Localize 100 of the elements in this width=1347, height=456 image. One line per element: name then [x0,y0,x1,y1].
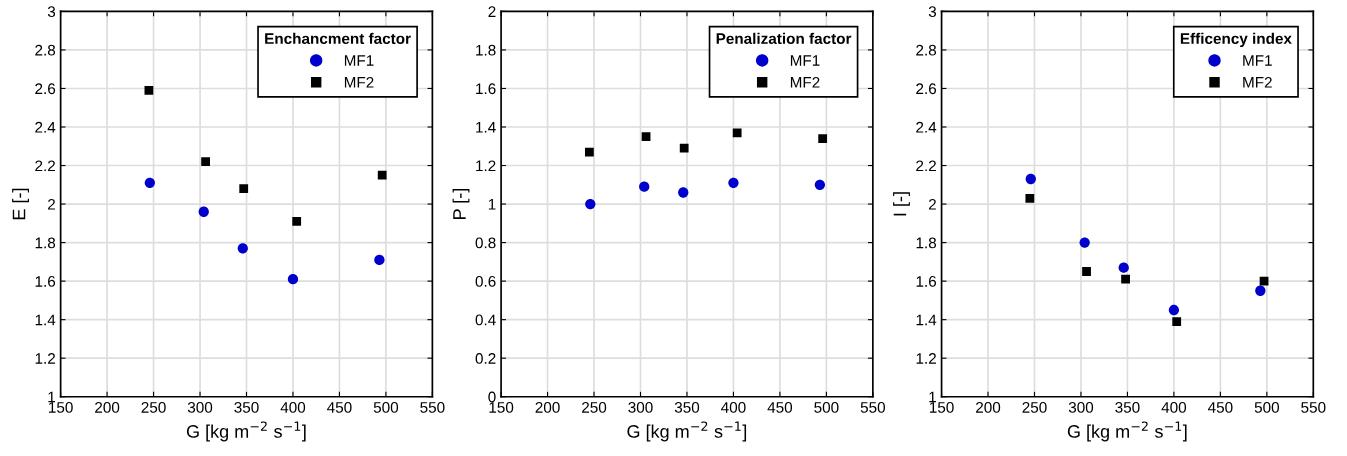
y-tick-label: 1.8 [35,237,56,249]
point [678,187,689,198]
y-tick-label: 3 [47,6,56,18]
y-tick-label: 1.4 [476,122,496,133]
x-tick-label: 450 [327,401,352,413]
y-axis-title: P [-] [452,188,470,219]
x-axis-title: G [kg m$^{−2}$ s$^{−1}$] [1067,421,1187,442]
y-tick-label: 2 [928,198,936,210]
y-tick-label: 1.6 [476,83,496,95]
point [1168,304,1180,316]
y-tick-label: 1 [488,199,496,210]
point [585,198,596,210]
y-tick-label: 3 [928,6,937,18]
y-axis-title: I [-] [893,192,910,216]
y-tick-label: 1.4 [35,314,56,326]
x-tick-label: 400 [280,401,306,413]
legend-title: Enchancment factor [265,32,411,45]
point [292,217,302,226]
point [1255,285,1266,296]
point [1025,193,1035,203]
y-tick-label: 0 [488,391,496,403]
x-tick-label: 200 [95,401,120,413]
y-tick-label: 0.2 [475,353,496,364]
legend-label: MF1 [790,55,820,66]
point [1082,267,1091,276]
point [1118,262,1129,273]
y-tick-label: 2.4 [916,121,937,133]
x-tick-label: 400 [721,401,746,413]
y-tick-label: 2.8 [916,44,937,56]
x-tick-label: 550 [420,401,445,413]
x-tick-label: 450 [767,401,793,413]
x-tick-label: 500 [814,401,839,413]
y-tick-label: 0.4 [475,314,496,326]
x-tick-label: 350 [674,401,700,413]
y-tick-label: 1.8 [916,237,937,249]
y-tick-label: 1.8 [476,44,496,56]
legend-label: MF1 [344,55,374,66]
x-tick-label: 550 [1301,401,1326,413]
point [584,147,594,157]
x-tick-label: 150 [929,401,954,413]
point [239,184,249,194]
legend-label: MF2 [790,76,820,88]
x-tick-label: 200 [976,401,1001,413]
point [818,134,828,143]
point [377,170,387,180]
y-tick-label: 1.6 [35,275,56,287]
y-tick-label: 2.8 [35,44,56,56]
legend-title: Efficency index [1180,32,1292,48]
y-tick-label: 1.2 [476,160,496,172]
point [814,179,826,190]
x-tick-label: 300 [187,401,213,413]
point [639,181,650,192]
point [287,274,299,285]
x-tick-label: 250 [141,401,166,413]
x-tick-label: 250 [582,401,607,413]
y-tick-label: 2.2 [35,160,55,172]
y-tick-label: 2.6 [916,83,937,95]
point [144,177,155,189]
x-tick-label: 350 [234,401,259,413]
legend-label: MF2 [1243,76,1272,88]
x-tick-label: 500 [1254,401,1279,413]
point [732,128,742,138]
x-tick-label: 550 [860,401,885,413]
y-tick-label: 1.4 [916,314,937,326]
y-tick-label: 1.2 [916,353,936,364]
x-axis-title: G [kg m$^{−2}$ s$^{−1}$] [186,421,306,442]
y-tick-label: 1.6 [916,275,937,287]
legend-label: MF2 [344,76,374,88]
y-tick-label: 2.6 [35,83,56,95]
x-tick-label: 150 [49,401,73,413]
point [1121,274,1130,284]
point [1079,237,1090,248]
x-tick-label: 150 [489,401,514,413]
legend-label: MF1 [1243,55,1272,66]
point [198,206,209,217]
y-axis-title: E [-] [12,188,29,220]
x-tick-label: 400 [1161,401,1187,413]
point [1025,173,1036,185]
y-tick-label: 2 [488,6,496,17]
x-axis-title: G [kg m$^{−2}$ s$^{−1}$] [627,421,747,442]
y-tick-label: 1 [929,391,936,403]
y-tick-label: 0.6 [475,275,496,287]
point [374,254,385,266]
x-tick-label: 450 [1207,401,1233,413]
point [728,177,739,189]
point [1172,317,1182,326]
x-tick-label: 200 [535,401,560,413]
y-tick-label: 1.2 [35,353,55,364]
y-tick-label: 2.2 [916,160,936,172]
y-tick-label: 2.4 [35,121,56,133]
x-tick-label: 300 [628,401,653,413]
x-tick-label: 350 [1115,401,1140,413]
point [144,86,154,95]
y-tick-label: 0.8 [475,237,496,249]
point [201,157,210,167]
x-tick-label: 300 [1068,401,1094,413]
point [679,143,689,153]
point [641,132,651,142]
point [1259,276,1269,286]
x-tick-label: 250 [1022,401,1047,413]
